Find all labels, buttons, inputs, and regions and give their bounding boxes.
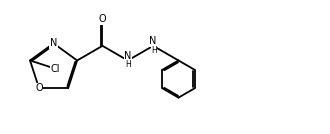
Text: H: H (125, 60, 131, 69)
Text: N: N (149, 36, 157, 46)
Text: O: O (99, 14, 106, 24)
Text: H: H (151, 46, 157, 55)
Text: O: O (35, 83, 43, 93)
Text: Cl: Cl (51, 64, 60, 74)
Text: N: N (50, 38, 57, 48)
Text: N: N (124, 51, 131, 61)
